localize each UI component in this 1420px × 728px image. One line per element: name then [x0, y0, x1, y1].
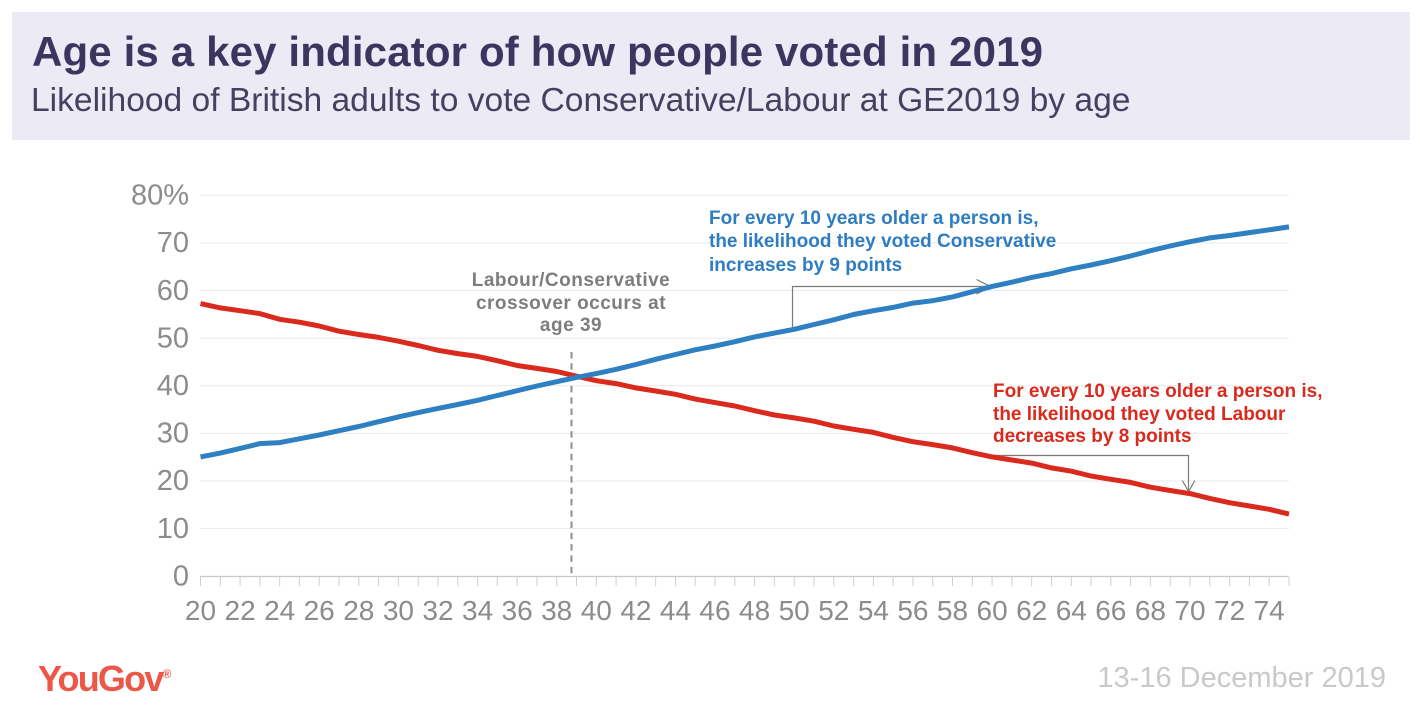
svg-text:24: 24 [264, 595, 295, 626]
svg-text:54: 54 [858, 595, 889, 626]
svg-text:32: 32 [422, 595, 453, 626]
svg-text:40: 40 [581, 595, 612, 626]
svg-text:62: 62 [1016, 595, 1047, 626]
svg-text:10: 10 [157, 513, 189, 545]
svg-text:80%: 80% [131, 180, 189, 212]
svg-text:22: 22 [225, 595, 256, 626]
svg-text:50: 50 [779, 595, 810, 626]
svg-text:58: 58 [937, 595, 968, 626]
svg-text:36: 36 [502, 595, 533, 626]
svg-text:34: 34 [462, 595, 493, 626]
svg-text:44: 44 [660, 595, 691, 626]
svg-text:28: 28 [343, 595, 374, 626]
svg-text:48: 48 [739, 595, 770, 626]
svg-text:66: 66 [1095, 595, 1126, 626]
svg-text:60: 60 [157, 275, 189, 307]
svg-text:40: 40 [157, 370, 189, 402]
svg-text:70: 70 [157, 227, 189, 259]
svg-text:72: 72 [1214, 595, 1245, 626]
svg-text:46: 46 [699, 595, 730, 626]
svg-text:26: 26 [304, 595, 335, 626]
svg-text:38: 38 [541, 595, 572, 626]
svg-text:50: 50 [157, 322, 189, 354]
svg-text:0: 0 [173, 561, 189, 593]
svg-text:42: 42 [620, 595, 651, 626]
svg-text:68: 68 [1135, 595, 1166, 626]
svg-text:56: 56 [897, 595, 928, 626]
svg-text:60: 60 [977, 595, 1008, 626]
svg-text:30: 30 [157, 418, 189, 450]
svg-text:20: 20 [185, 595, 216, 626]
svg-text:74: 74 [1254, 595, 1285, 626]
svg-text:52: 52 [818, 595, 849, 626]
svg-text:64: 64 [1056, 595, 1087, 626]
svg-text:20: 20 [157, 465, 189, 497]
svg-text:70: 70 [1174, 595, 1205, 626]
svg-text:30: 30 [383, 595, 414, 626]
